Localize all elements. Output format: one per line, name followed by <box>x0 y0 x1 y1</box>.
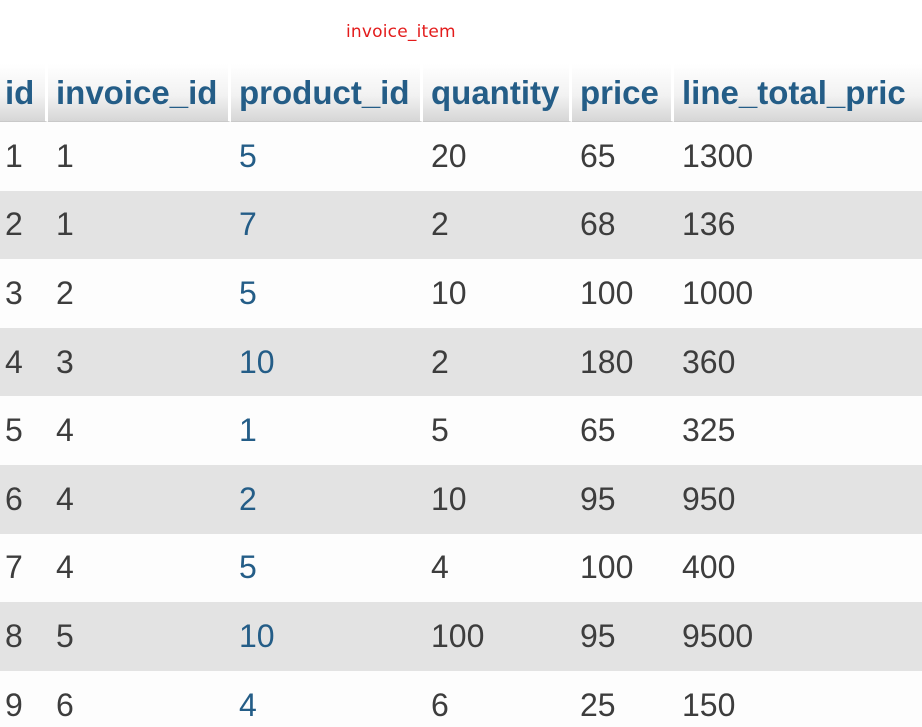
cell-price: 25 <box>572 670 674 727</box>
cell-invoice-id: 1 <box>48 122 231 191</box>
header-row: id invoice_id product_id quantity price … <box>0 64 922 122</box>
cell-id: 8 <box>0 602 48 671</box>
cell-id: 6 <box>0 464 48 534</box>
cell-invoice-id: 5 <box>48 602 231 671</box>
table-row: 5 4 1 5 65 325 <box>0 396 922 465</box>
cell-invoice-id: 6 <box>48 670 231 727</box>
column-header-product-id[interactable]: product_id <box>231 64 423 122</box>
cell-product-id-link[interactable]: 2 <box>231 464 423 534</box>
column-header-line-total-price[interactable]: line_total_pric <box>674 64 922 122</box>
cell-line-total-price: 950 <box>674 464 922 534</box>
cell-id: 3 <box>0 259 48 328</box>
cell-product-id-link[interactable]: 10 <box>231 327 423 397</box>
table-caption: invoice_item <box>346 22 456 42</box>
table-row: 4 3 10 2 180 360 <box>0 327 922 397</box>
table-row: 7 4 5 4 100 400 <box>0 533 922 603</box>
cell-quantity: 2 <box>423 190 572 260</box>
table-row: 9 6 4 6 25 150 <box>0 670 922 727</box>
cell-quantity: 2 <box>423 327 572 397</box>
cell-price: 100 <box>572 259 674 328</box>
cell-id: 5 <box>0 396 48 465</box>
cell-quantity: 10 <box>423 259 572 328</box>
results-table: id invoice_id product_id quantity price … <box>0 64 922 727</box>
cell-quantity: 10 <box>423 464 572 534</box>
cell-id: 2 <box>0 190 48 260</box>
cell-id: 4 <box>0 327 48 397</box>
cell-quantity: 20 <box>423 122 572 191</box>
column-header-price[interactable]: price <box>572 64 674 122</box>
cell-product-id-link[interactable]: 5 <box>231 259 423 328</box>
cell-quantity: 6 <box>423 670 572 727</box>
cell-quantity: 5 <box>423 396 572 465</box>
cell-product-id-link[interactable]: 4 <box>231 670 423 727</box>
cell-price: 95 <box>572 464 674 534</box>
cell-price: 68 <box>572 190 674 260</box>
cell-line-total-price: 400 <box>674 533 922 603</box>
cell-price: 100 <box>572 533 674 603</box>
cell-product-id-link[interactable]: 5 <box>231 122 423 191</box>
cell-price: 95 <box>572 602 674 671</box>
cell-id: 1 <box>0 122 48 191</box>
cell-invoice-id: 3 <box>48 327 231 397</box>
column-header-invoice-id[interactable]: invoice_id <box>48 64 231 122</box>
cell-line-total-price: 1000 <box>674 259 922 328</box>
cell-invoice-id: 4 <box>48 396 231 465</box>
cell-line-total-price: 1300 <box>674 122 922 191</box>
cell-id: 7 <box>0 533 48 603</box>
table-row: 2 1 7 2 68 136 <box>0 190 922 260</box>
cell-product-id-link[interactable]: 10 <box>231 602 423 671</box>
table-row: 8 5 10 100 95 9500 <box>0 602 922 671</box>
cell-quantity: 4 <box>423 533 572 603</box>
cell-quantity: 100 <box>423 602 572 671</box>
table-row: 1 1 5 20 65 1300 <box>0 122 922 191</box>
cell-price: 65 <box>572 396 674 465</box>
cell-invoice-id: 4 <box>48 464 231 534</box>
cell-line-total-price: 325 <box>674 396 922 465</box>
table-row: 6 4 2 10 95 950 <box>0 464 922 534</box>
cell-product-id-link[interactable]: 1 <box>231 396 423 465</box>
cell-price: 65 <box>572 122 674 191</box>
cell-line-total-price: 150 <box>674 670 922 727</box>
column-header-id[interactable]: id <box>0 64 48 122</box>
cell-line-total-price: 136 <box>674 190 922 260</box>
table-row: 3 2 5 10 100 1000 <box>0 259 922 328</box>
cell-price: 180 <box>572 327 674 397</box>
cell-line-total-price: 9500 <box>674 602 922 671</box>
cell-invoice-id: 1 <box>48 190 231 260</box>
column-header-quantity[interactable]: quantity <box>423 64 572 122</box>
cell-line-total-price: 360 <box>674 327 922 397</box>
cell-product-id-link[interactable]: 7 <box>231 190 423 260</box>
cell-product-id-link[interactable]: 5 <box>231 533 423 603</box>
cell-invoice-id: 2 <box>48 259 231 328</box>
cell-invoice-id: 4 <box>48 533 231 603</box>
cell-id: 9 <box>0 670 48 727</box>
